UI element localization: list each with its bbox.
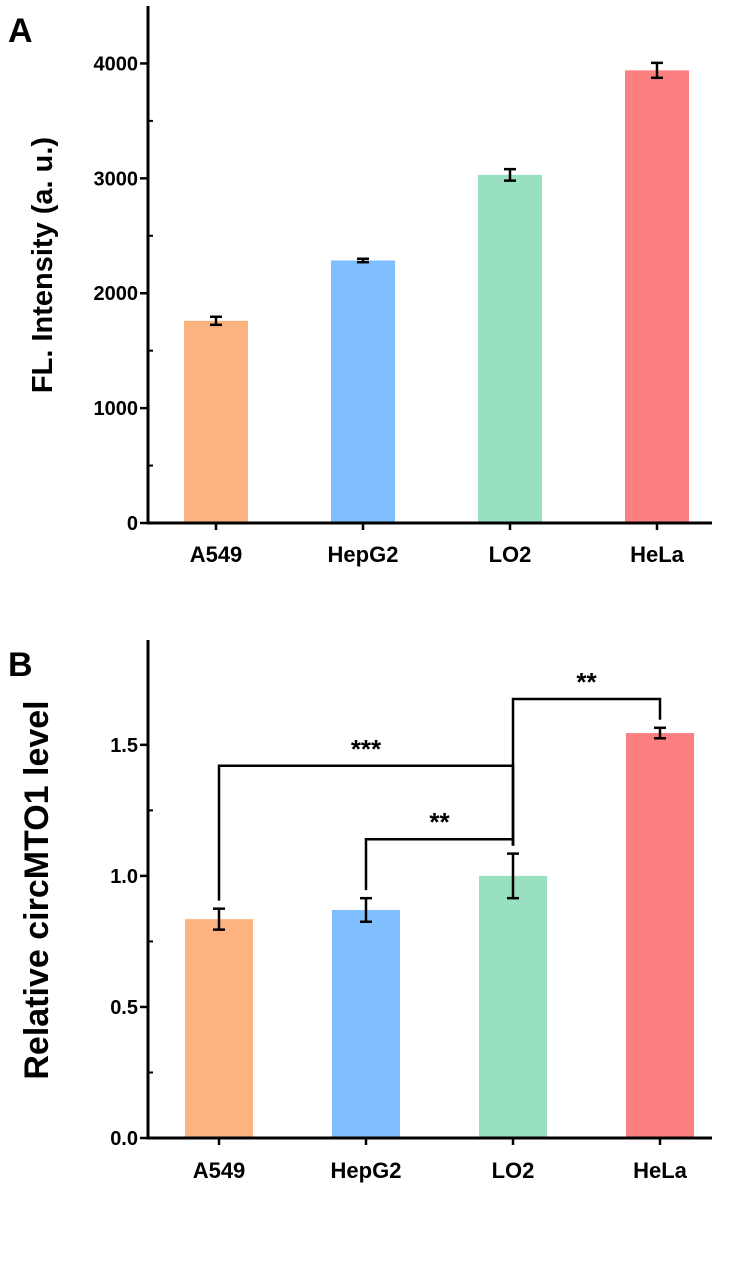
y-tick-label: 0.0 — [110, 1128, 138, 1150]
significance-label: *** — [351, 734, 382, 764]
y-tick-label: 1.0 — [110, 866, 138, 888]
y-tick-label: 1.5 — [110, 735, 138, 757]
bar-hepg2 — [332, 909, 400, 1138]
error-bar-hepg2 — [360, 896, 372, 924]
error-bar-lo2 — [507, 852, 519, 900]
bar-lo2 — [478, 174, 542, 524]
x-tick-label: LO2 — [492, 1158, 535, 1183]
y-tick-label: 2000 — [94, 283, 139, 305]
panel-a: A 0 1000 2000 3000 4000 A549 HepG2 LO2 HeLa FL. In… — [8, 6, 712, 567]
panel-b: B 0.0 0.5 1.0 1.5 A549 HepG2 LO2 HeLa Relative ci… — [8, 640, 712, 1183]
bar-hela — [625, 70, 689, 524]
significance-bracket-line — [511, 697, 662, 846]
error-bar-hepg2 — [357, 257, 369, 264]
x-tick-label: LO2 — [489, 542, 532, 567]
significance-bracket: ** — [511, 667, 662, 846]
bar-a549 — [184, 320, 248, 523]
panel-label: B — [8, 646, 33, 684]
y-axis-label: Relative circMTO1 level — [18, 700, 56, 1079]
y-tick-label: 1000 — [94, 398, 139, 420]
bar-a549 — [185, 919, 253, 1138]
error-bar-hela — [654, 726, 666, 740]
bar-hela — [626, 733, 694, 1138]
y-axis-label: FL. Intensity (a. u.) — [27, 137, 59, 393]
x-tick-label: HeLa — [633, 1158, 688, 1183]
error-bar-a549 — [210, 315, 222, 327]
y-tick-label: 0 — [127, 513, 138, 535]
y-tick-label: 4000 — [94, 53, 139, 75]
bar-hepg2 — [331, 260, 395, 523]
error-bar-lo2 — [504, 167, 516, 182]
y-tick-label: 0.5 — [110, 997, 138, 1019]
x-tick-label: HepG2 — [331, 1158, 402, 1183]
x-tick-label: A549 — [193, 1158, 246, 1183]
y-tick-label: 3000 — [94, 168, 139, 190]
x-tick-label: HeLa — [630, 542, 685, 567]
bar-lo2 — [479, 875, 547, 1138]
panel-label: A — [8, 12, 33, 50]
significance-label: ** — [576, 667, 597, 697]
significance-label: ** — [429, 807, 450, 837]
error-bar-a549 — [213, 907, 225, 931]
x-tick-label: HepG2 — [328, 542, 399, 567]
x-tick-label: A549 — [190, 542, 243, 567]
error-bar-hela — [651, 61, 663, 80]
